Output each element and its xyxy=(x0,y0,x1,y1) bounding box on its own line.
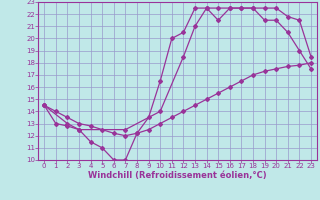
X-axis label: Windchill (Refroidissement éolien,°C): Windchill (Refroidissement éolien,°C) xyxy=(88,171,267,180)
